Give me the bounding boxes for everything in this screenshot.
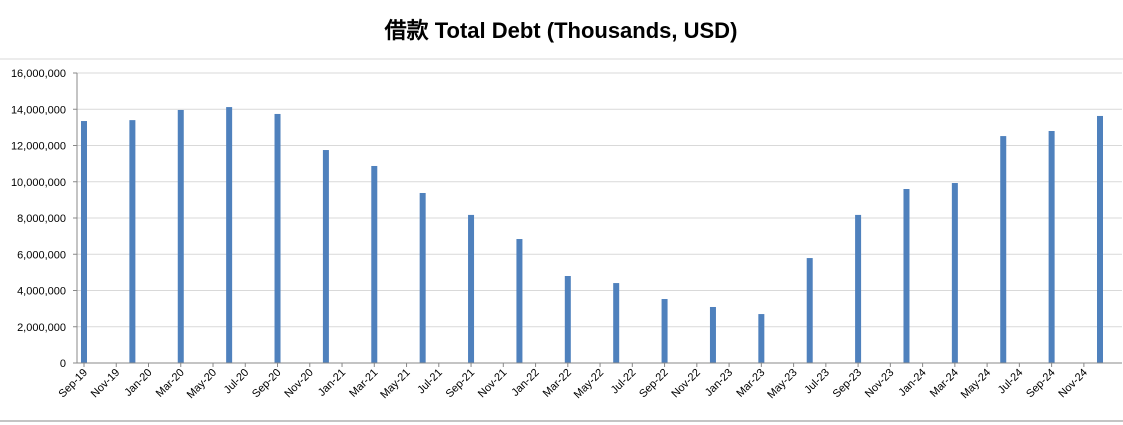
y-tick-label: 6,000,000 <box>17 249 66 261</box>
y-tick-label: 14,000,000 <box>11 104 66 116</box>
y-tick-label: 4,000,000 <box>17 286 66 298</box>
bar <box>564 276 571 363</box>
y-tick-label: 12,000,000 <box>11 141 66 153</box>
bar <box>1000 136 1007 363</box>
chart-title: 借款 Total Debt (Thousands, USD) <box>384 18 738 43</box>
y-tick-label: 2,000,000 <box>17 322 66 334</box>
bar <box>1097 115 1103 363</box>
bar <box>1048 131 1055 363</box>
bar <box>758 314 765 363</box>
bar <box>81 121 87 363</box>
bar <box>806 258 813 363</box>
bar <box>903 189 910 363</box>
bar <box>322 150 329 363</box>
bar <box>129 120 136 363</box>
bar <box>226 107 233 363</box>
bar <box>951 183 958 363</box>
bar <box>516 239 523 363</box>
y-tick-label: 8,000,000 <box>17 213 66 225</box>
y-tick-label: 0 <box>60 358 66 370</box>
bar <box>419 192 426 363</box>
y-tick-label: 16,000,000 <box>11 68 66 80</box>
bar <box>661 299 668 363</box>
bar <box>177 109 184 363</box>
y-tick-label: 10,000,000 <box>11 177 66 189</box>
bar <box>468 214 475 363</box>
bar <box>613 283 620 363</box>
bar <box>709 306 716 363</box>
bar <box>371 165 378 363</box>
bar <box>274 113 281 364</box>
bar <box>855 214 862 363</box>
